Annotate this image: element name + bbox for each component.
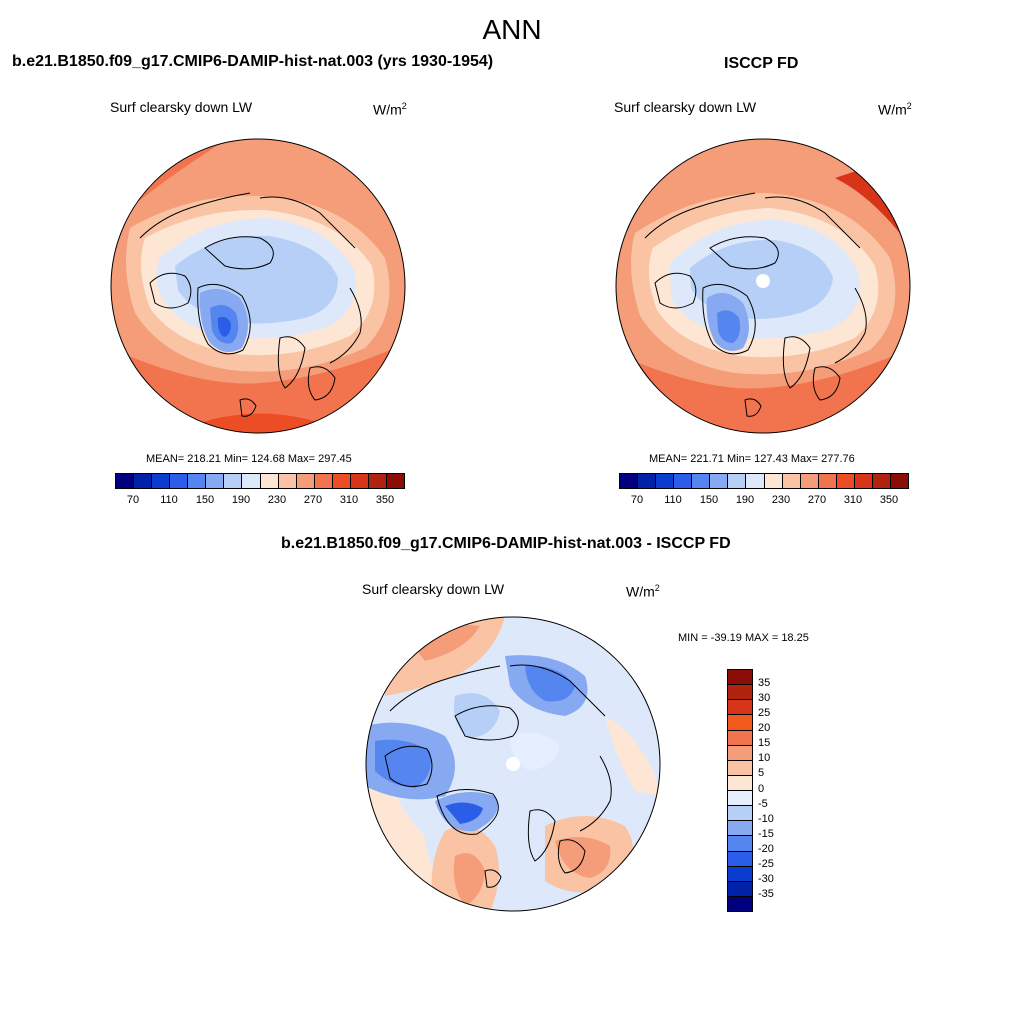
- colorbar-swatch: [278, 474, 297, 488]
- colorbar-swatch: [728, 670, 752, 686]
- colorbar-tick-label: 270: [303, 494, 323, 506]
- obs-panel-title: ISCCP FD: [724, 55, 799, 72]
- colorbar-tick-label: 0: [758, 782, 765, 795]
- colorbar-tick-label: 230: [771, 494, 791, 506]
- colorbar-tick-label: 110: [160, 494, 178, 506]
- colorbar-tick-label: 350: [375, 494, 395, 506]
- colorbar-swatch: [728, 715, 752, 731]
- colorbar-swatch: [746, 474, 765, 488]
- colorbar-swatch: [368, 474, 387, 488]
- colorbar-swatch: [728, 775, 752, 791]
- colorbar-swatch: [656, 474, 675, 488]
- colorbar-swatch: [242, 474, 261, 488]
- main-title: ANN: [482, 14, 542, 45]
- colorbar-tick-label: 15: [758, 737, 771, 750]
- colorbar-swatch: [332, 474, 351, 488]
- colorbar-swatch: [728, 760, 752, 776]
- colorbar-tick-label: 230: [267, 494, 287, 506]
- colorbar-swatch: [764, 474, 783, 488]
- colorbar-tick-label: 30: [758, 692, 771, 705]
- colorbar-tick-label: 310: [339, 494, 359, 506]
- colorbar-swatch: [728, 851, 752, 867]
- colorbar-tick-label: 5: [758, 767, 765, 780]
- colorbar-swatch: [296, 474, 315, 488]
- colorbar-swatch: [350, 474, 369, 488]
- obs-variable-label: Surf clearsky down LW: [614, 99, 757, 115]
- colorbar-tick-label: 270: [807, 494, 827, 506]
- colorbar-swatch: [260, 474, 279, 488]
- colorbar-swatch: [782, 474, 801, 488]
- colorbar-swatch: [224, 474, 243, 488]
- colorbar-swatch: [872, 474, 891, 488]
- colorbar-tick-label: 70: [126, 494, 140, 506]
- colorbar-tick-label: 190: [735, 494, 755, 506]
- colorbar-swatch: [890, 474, 908, 488]
- colorbar-swatch: [692, 474, 711, 488]
- colorbar-tick-label: 150: [195, 494, 215, 506]
- colorbar-swatch: [818, 474, 837, 488]
- diff-colorbar: [727, 669, 753, 912]
- colorbar-swatch: [728, 730, 752, 746]
- obs-colorbar: [619, 473, 909, 489]
- diff-panel-title: b.e21.B1850.f09_g17.CMIP6-DAMIP-hist-nat…: [281, 535, 731, 552]
- colorbar-tick-label: -15: [758, 827, 774, 840]
- colorbar-tick-label: -35: [758, 887, 774, 900]
- colorbar-swatch: [728, 474, 747, 488]
- model-colorbar: [115, 473, 405, 489]
- colorbar-tick-label: 150: [699, 494, 719, 506]
- colorbar-tick-label: -30: [758, 872, 774, 885]
- model-panel-title: b.e21.B1850.f09_g17.CMIP6-DAMIP-hist-nat…: [12, 53, 494, 70]
- colorbar-swatch: [800, 474, 819, 488]
- colorbar-swatch: [674, 474, 693, 488]
- colorbar-swatch: [134, 474, 153, 488]
- colorbar-tick-label: 310: [843, 494, 863, 506]
- colorbar-tick-label: -10: [758, 812, 774, 825]
- model-stats: MEAN= 218.21 Min= 124.68 Max= 297.45: [146, 453, 352, 465]
- model-polar-map: [110, 138, 406, 434]
- colorbar-tick-label: 70: [630, 494, 644, 506]
- colorbar-swatch: [836, 474, 855, 488]
- colorbar-swatch: [728, 700, 752, 716]
- colorbar-swatch: [386, 474, 404, 488]
- colorbar-tick-label: -5: [758, 797, 768, 810]
- colorbar-swatch: [728, 745, 752, 761]
- colorbar-swatch: [710, 474, 729, 488]
- colorbar-tick-label: 35: [758, 677, 771, 690]
- colorbar-swatch: [206, 474, 225, 488]
- diff-variable-label: Surf clearsky down LW: [362, 581, 505, 597]
- colorbar-swatch: [638, 474, 657, 488]
- colorbar-swatch: [728, 806, 752, 822]
- colorbar-swatch: [728, 821, 752, 837]
- colorbar-swatch: [188, 474, 207, 488]
- colorbar-tick-label: -20: [758, 842, 774, 855]
- model-variable-label: Surf clearsky down LW: [110, 99, 253, 115]
- colorbar-swatch: [620, 474, 639, 488]
- diff-units: W/m2: [626, 583, 660, 600]
- diff-stats: MIN = -39.19 MAX = 18.25: [678, 632, 809, 644]
- colorbar-swatch: [854, 474, 873, 488]
- colorbar-tick-label: 25: [758, 707, 771, 720]
- colorbar-swatch: [314, 474, 333, 488]
- diff-polar-map: [365, 616, 661, 912]
- colorbar-tick-label: 10: [758, 752, 771, 765]
- colorbar-tick-label: 20: [758, 722, 771, 735]
- colorbar-tick-label: 190: [231, 494, 251, 506]
- obs-polar-map: [615, 138, 911, 434]
- colorbar-swatch: [728, 866, 752, 882]
- colorbar-swatch: [728, 791, 752, 807]
- model-units: W/m2: [373, 101, 407, 118]
- colorbar-swatch: [728, 836, 752, 852]
- colorbar-swatch: [728, 685, 752, 701]
- colorbar-tick-label: 110: [664, 494, 682, 506]
- obs-units: W/m2: [878, 101, 912, 118]
- colorbar-tick-label: 350: [879, 494, 899, 506]
- colorbar-swatch: [116, 474, 135, 488]
- colorbar-swatch: [728, 881, 752, 897]
- colorbar-swatch: [152, 474, 171, 488]
- colorbar-tick-label: -25: [758, 857, 774, 870]
- colorbar-swatch: [170, 474, 189, 488]
- obs-stats: MEAN= 221.71 Min= 127.43 Max= 277.76: [649, 453, 855, 465]
- colorbar-swatch: [728, 896, 752, 911]
